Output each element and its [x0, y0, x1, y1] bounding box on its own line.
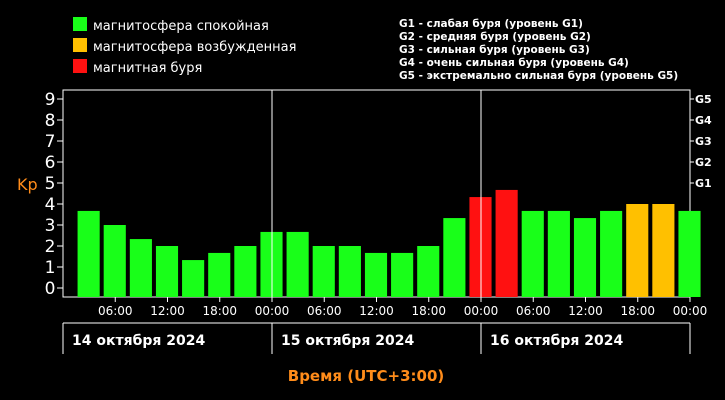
- y-tick-label: 1: [45, 258, 56, 278]
- day-separators: [62, 90, 691, 354]
- x-tick-label: 00:00: [255, 304, 290, 318]
- kp-bar: [338, 246, 361, 297]
- storm-scale-g3: G3 - сильная буря (уровень G3): [399, 44, 590, 56]
- legend-swatch-excited: [73, 38, 87, 52]
- kp-bar: [103, 225, 126, 297]
- x-tick-label: 00:00: [464, 304, 499, 318]
- kp-bar: [573, 218, 597, 297]
- day-label: 15 октября 2024: [281, 333, 414, 349]
- kp-bar: [626, 204, 649, 297]
- legend-label-storm: магнитная буря: [93, 61, 202, 76]
- x-tick-label: 00:00: [673, 304, 708, 318]
- kp-bar: [521, 210, 544, 297]
- y-tick-label: 6: [45, 153, 56, 173]
- storm-tick-label: G2: [695, 156, 712, 169]
- y-tick-label: 2: [45, 237, 56, 257]
- y-tick-label: 4: [45, 195, 56, 215]
- storm-tick-label: G3: [695, 135, 712, 148]
- x-tick-label: 06:00: [516, 304, 551, 318]
- y-tick-label: 8: [45, 111, 56, 131]
- storm-scale-g2: G2 - средняя буря (уровень G2): [399, 31, 591, 43]
- storm-level-ticks: G1 G2 G3 G4 G5: [690, 93, 712, 190]
- storm-scale-g5: G5 - экстремально сильная буря (уровень …: [399, 70, 678, 82]
- kp-bar: [652, 204, 675, 297]
- kp-bar: [182, 260, 205, 297]
- kp-bar: [364, 252, 388, 297]
- legend-label-quiet: магнитосфера спокойная: [93, 19, 269, 34]
- kp-bar: [600, 210, 623, 297]
- legend-swatch-quiet: [73, 17, 87, 31]
- storm-tick-label: G1: [695, 177, 712, 190]
- kp-bar: [286, 231, 309, 297]
- kp-bar: [129, 239, 152, 297]
- legend: магнитосфера спокойная магнитосфера возб…: [73, 17, 296, 76]
- y-tick-label: 0: [45, 279, 56, 299]
- x-tick-label: 12:00: [359, 304, 394, 318]
- y-tick-label: 7: [45, 132, 56, 152]
- storm-scale-g1: G1 - слабая буря (уровень G1): [399, 18, 583, 30]
- kp-bar: [391, 252, 414, 297]
- day-label: 16 октября 2024: [490, 333, 623, 349]
- kp-bar: [443, 218, 466, 297]
- legend-label-excited: магнитосфера возбужденная: [93, 40, 296, 55]
- kp-bar: [312, 246, 335, 297]
- kp-bar: [678, 210, 701, 297]
- x-tick-label: 06:00: [98, 304, 133, 318]
- storm-scale-g4: G4 - очень сильная буря (уровень G4): [399, 57, 629, 69]
- kp-bar: [234, 246, 257, 297]
- storm-scale-legend: G1 - слабая буря (уровень G1) G2 - средн…: [399, 18, 678, 82]
- x-tick-label: 18:00: [411, 304, 446, 318]
- bars: [77, 189, 701, 297]
- day-label: 14 октября 2024: [72, 333, 205, 349]
- x-axis-ticks: 06:00 12:00 18:00 00:00 06:00 12:00 18:00 00:00…: [98, 297, 707, 318]
- x-tick-label: 12:00: [568, 304, 603, 318]
- storm-tick-label: G5: [695, 93, 712, 106]
- day-labels: 14 октября 2024 15 октября 2024 16 октября…: [72, 333, 623, 349]
- y-tick-label: 3: [45, 216, 56, 236]
- kp-bar: [208, 252, 231, 297]
- kp-bar: [547, 210, 570, 297]
- storm-tick-label: G4: [695, 114, 712, 127]
- x-tick-label: 06:00: [307, 304, 342, 318]
- x-tick-label: 18:00: [202, 304, 237, 318]
- x-tick-label: 18:00: [620, 304, 655, 318]
- kp-bar: [77, 210, 100, 297]
- kp-bar: [417, 246, 440, 297]
- x-tick-label: 12:00: [150, 304, 185, 318]
- y-tick-label: 9: [45, 90, 56, 110]
- x-axis-label: Время (UTC+3:00): [288, 367, 444, 385]
- legend-swatch-storm: [73, 59, 87, 73]
- kp-bar: [155, 246, 179, 297]
- y-tick-label: 5: [45, 174, 56, 194]
- kp-bar: [495, 189, 518, 297]
- y-axis-label: Kp: [17, 175, 38, 194]
